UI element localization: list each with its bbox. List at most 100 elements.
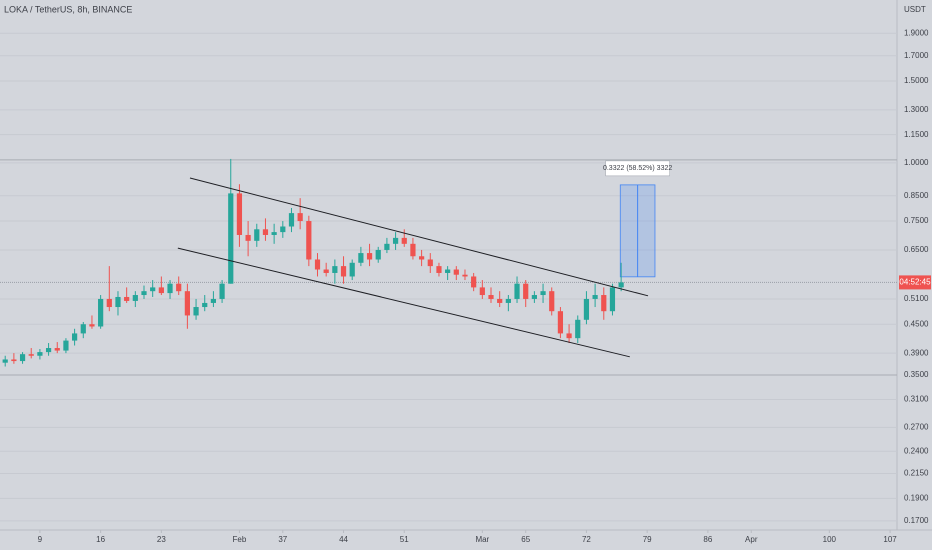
candle-body [115,296,121,308]
candle-body [150,287,156,292]
candle-body [271,232,277,235]
candle-body [401,237,407,244]
candle-body [45,348,52,353]
candle-body [575,319,581,339]
x-tick-label: Mar [475,535,489,544]
candle-body [384,243,390,250]
candle-body [471,276,477,288]
x-tick-label: 86 [703,535,712,544]
candle-body [297,213,303,222]
y-tick-label: 1.9000 [904,28,929,37]
candle-body [340,266,347,277]
x-tick-label: Apr [745,535,758,544]
candle-body [210,298,217,303]
candle-body [540,291,546,296]
candle-body [445,269,451,273]
measure-label-box [605,160,670,177]
candle-body [349,262,355,277]
candle-body [28,354,34,356]
candle-body [375,249,381,260]
candle-body [280,226,286,233]
candle-body [132,295,138,301]
candle-body [245,234,251,241]
candle-body [37,352,43,356]
candle-body [436,266,442,273]
candle-body [202,302,208,308]
candle-body [19,354,26,362]
candle-body [176,283,182,292]
y-tick-label: 0.8500 [904,191,929,200]
x-tick-label: Feb [233,535,247,544]
x-tick-label: 44 [339,535,348,544]
candle-body [314,259,321,270]
candle-body [332,266,338,273]
candle-body [11,359,17,362]
y-tick-label: 0.3500 [904,370,929,379]
candle-body [254,229,260,241]
trendline [177,247,630,358]
candle-body [89,324,95,327]
candle-body [72,333,78,341]
x-tick-label: 16 [96,535,105,544]
candle-body [80,324,86,334]
x-tick-label: 100 [823,535,837,544]
candle-body [497,298,503,303]
y-tick-label: 1.3000 [904,105,929,114]
x-tick-label: 9 [38,535,43,544]
y-tick-label: 0.2150 [904,469,929,478]
candle-body [2,359,8,363]
y-tick-label: 0.2700 [904,423,929,432]
candle-body [453,269,459,275]
x-tick-label: 23 [157,535,166,544]
candle-body [288,213,295,227]
candle-body [505,298,511,303]
x-tick-label: 37 [278,535,287,544]
candle-body [262,229,269,235]
y-tick-label: 0.6500 [904,245,929,254]
x-tick-label: 72 [582,535,591,544]
candle-body [98,298,104,327]
candle-body [141,291,147,296]
x-tick-label: 51 [400,535,409,544]
y-tick-label: 1.7000 [904,51,929,60]
y-tick-label: 0.4500 [904,319,929,328]
candle-body [531,295,537,299]
candle-body [419,256,425,260]
y-tick-label: 1.1500 [904,130,929,139]
candle-body [592,295,598,299]
candle-body [427,259,433,267]
candle-body [479,287,485,296]
candle-body [549,291,555,312]
y-tick-label: 0.7500 [904,216,929,225]
candle-body [63,340,69,351]
candle-body [523,283,529,299]
candle-body [236,193,243,235]
candle-body [184,291,190,316]
candle-body [601,295,607,312]
candle-body [462,274,468,277]
y-tick-label: 0.3100 [904,395,929,404]
y-tick-label: 0.5100 [904,294,929,303]
candle-body [583,298,590,320]
candle-body [124,296,130,301]
y-tick-label: 1.0000 [904,158,929,167]
candle-body [557,311,564,334]
candle-body [54,348,60,351]
candle-body [228,193,234,284]
candle-body [514,283,520,299]
candle-body [566,333,572,339]
candle-body [618,282,624,288]
candle-body [219,283,225,299]
y-unit: USDT [904,5,926,14]
candle-body [392,237,399,244]
measure-label: 0.3322 (58.52%) 3322 [603,165,672,172]
candle-body [158,287,164,294]
trendline [189,177,649,297]
candle-body [488,295,494,299]
y-tick-label: 0.3900 [904,348,929,357]
candle-body [366,253,373,260]
candle-body [410,243,416,257]
candle-body [306,221,312,260]
y-tick-label: 1.5000 [904,76,929,85]
